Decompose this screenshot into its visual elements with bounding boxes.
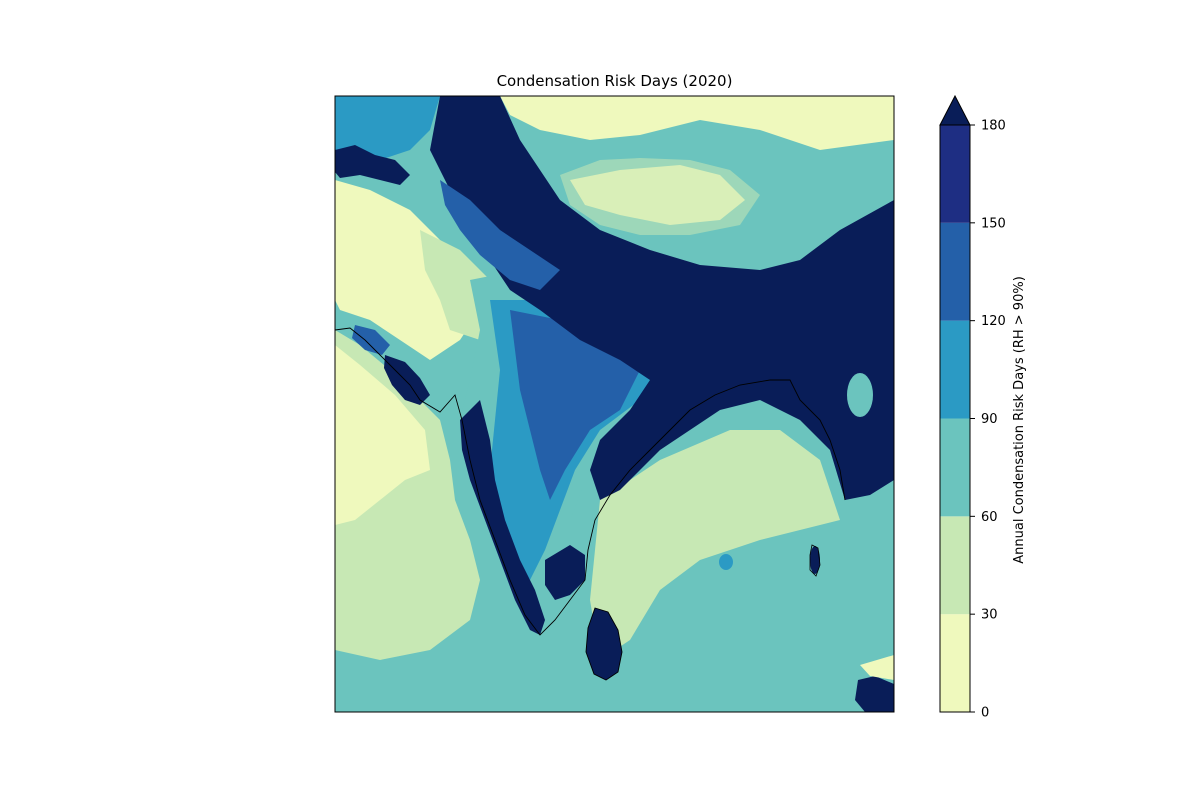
colorbar-segment [940, 516, 970, 615]
contour-band-0-30-west [335, 345, 430, 525]
coastline-india [335, 327, 846, 636]
contour-band-120-150-north [440, 180, 560, 290]
colorbar-segment [940, 222, 970, 321]
coastline-andaman [809, 544, 821, 577]
contour-band-150-plus-ghats [460, 400, 545, 635]
colorbar-segment [940, 125, 970, 223]
colorbar-label: Annual Condensation Risk Days (RH > 90%) [1012, 276, 1027, 564]
contour-band-0-30-north [500, 96, 894, 150]
contour-band-30-60-plateau [560, 158, 760, 235]
colorbar-segment [940, 418, 970, 517]
colorbar-tick-label: 90 [981, 412, 998, 427]
contour-band-30-60-bay [590, 430, 840, 660]
colorbar-tick-label: 150 [981, 216, 1006, 231]
contour-band-150-plus-northwest [335, 145, 410, 185]
contour-band-150-plus-south [545, 545, 585, 600]
contour-band-90-120-spot [719, 554, 733, 570]
colorbar [940, 125, 970, 712]
contour-band-150-plus-kutch [384, 355, 430, 405]
colorbar-tick-label: 180 [981, 119, 1006, 134]
colorbar-tick-label: 60 [981, 510, 998, 525]
colorbar-segment [940, 320, 970, 419]
contour-band-150-plus-srilanka [586, 608, 622, 680]
map-frame [334, 95, 895, 713]
colorbar-segment [940, 614, 970, 712]
colorbar-tick-label: 30 [981, 608, 998, 623]
coastline-srilanka [585, 607, 623, 681]
contour-band-120-150-india [510, 310, 640, 500]
map-title: Condensation Risk Days (2020) [496, 72, 733, 90]
colorbar-tick-label: 120 [981, 314, 1006, 329]
contour-band-150-plus-andaman [810, 546, 820, 574]
contour-band-0-30-southeast [860, 655, 894, 680]
contour-band-0-30-northwest [335, 180, 480, 360]
contour-band-120-150-kutch [352, 325, 390, 355]
contour-band-150-plus-northeast [430, 96, 894, 500]
contour-band-60-90-myanmar [847, 373, 873, 417]
contour-map [335, 96, 894, 712]
colorbar-extend-arrow [939, 94, 971, 126]
contour-band-150-plus-southeast [855, 676, 894, 712]
contour-band-90-120-northwest [335, 96, 440, 165]
colorbar-tick-label: 0 [981, 706, 989, 721]
colorbar-ticks: 0 30 60 90 120 150 180 [970, 119, 1006, 721]
